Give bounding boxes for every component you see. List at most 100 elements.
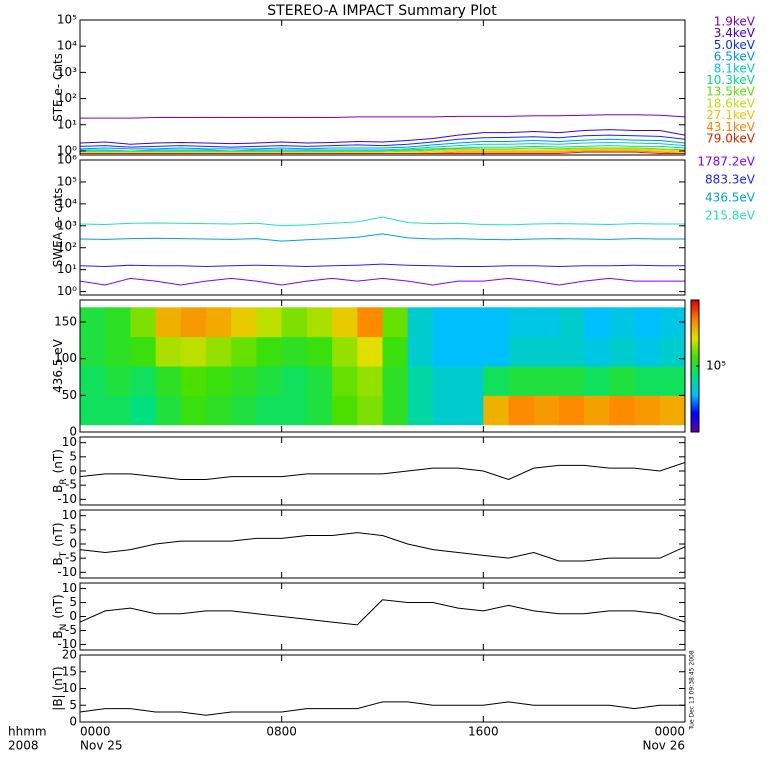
heatmap-cell (508, 336, 535, 367)
colorbar-step (691, 363, 699, 367)
heatmap-cell (155, 307, 182, 338)
colorbar-step (691, 427, 699, 431)
colorbar-step (691, 425, 699, 429)
colorbar-step (691, 414, 699, 418)
heatmap-cell (105, 395, 131, 426)
heatmap-cell (105, 366, 131, 396)
colorbar-step (691, 350, 699, 354)
y-tick-label: 10¹ (57, 117, 77, 131)
heatmap-cell (558, 336, 585, 367)
legend-entry: 27.1keV (706, 108, 756, 122)
heatmap-cell (332, 366, 358, 396)
heatmap-cell (382, 307, 409, 338)
colorbar-step (691, 302, 699, 305)
heatmap-cell (231, 395, 257, 426)
colorbar-step (691, 322, 699, 325)
heatmap-cell (281, 336, 308, 367)
y-label-subscript: R (59, 478, 69, 484)
y-tick-label: 5 (69, 449, 77, 463)
heatmap-cell (80, 366, 106, 396)
panel-frame (79, 159, 686, 296)
colorbar-step (691, 328, 699, 332)
heatmap-cell (533, 336, 560, 367)
y-axis-label: BR (nT) (51, 449, 69, 493)
heatmap-cell (382, 336, 409, 367)
colorbar-step (691, 300, 699, 303)
heatmap-cell (180, 395, 207, 426)
heatmap-cell (357, 307, 383, 338)
y-tick-label: 10⁴ (57, 196, 77, 210)
heatmap-cell (130, 336, 157, 367)
heatmap-cell (382, 366, 409, 396)
y-axis-label: STE e- Cnts (51, 53, 65, 122)
data-line (80, 216, 685, 227)
data-line (80, 145, 685, 152)
y-tick-label: 0 (69, 715, 77, 729)
heatmap-cell (584, 366, 610, 396)
heatmap-cell (458, 395, 484, 426)
colorbar-step (691, 392, 699, 396)
legend-entry: 3.4keV (714, 26, 756, 40)
y-axis-label: SWEA e- cnts (51, 188, 65, 268)
colorbar-step (691, 352, 699, 356)
y-label-unit: (nT) (51, 594, 65, 618)
heatmap-cell (558, 395, 585, 426)
y-axis-label: BT (nT) (51, 522, 69, 565)
y-tick-label: 5 (69, 522, 77, 536)
legend-entry: 79.0keV (706, 132, 756, 146)
y-tick-label: 10¹ (57, 262, 77, 276)
legend-entry: 5.0keV (714, 38, 756, 52)
colorbar-step (691, 348, 699, 352)
y-tick-label: 10 (62, 681, 77, 695)
plot-title: STEREO-A IMPACT Summary Plot (267, 3, 497, 19)
heatmap-cell (407, 395, 434, 426)
colorbar-step (691, 377, 699, 380)
heatmap-cell (558, 366, 585, 396)
heatmap-cell (332, 307, 358, 338)
heatmap-cell (584, 336, 610, 367)
y-tick-label: 50 (62, 388, 77, 402)
legend-entry: 43.1keV (706, 120, 756, 134)
y-tick-label: 0 (69, 537, 77, 551)
legend-entry: 1787.2eV (697, 155, 755, 169)
panel-content (80, 599, 685, 626)
x-date-label: Nov 25 (80, 739, 123, 753)
legend-entry: 13.5keV (706, 85, 756, 99)
data-line (80, 141, 685, 152)
colorbar-step (691, 359, 699, 363)
colorbar-step (691, 407, 699, 411)
heatmap-cell (432, 366, 459, 396)
heatmap-cell (634, 366, 661, 396)
y-tick-label: 10 (62, 435, 77, 449)
legend-entry: 8.1keV (714, 61, 756, 75)
heatmap-cell (357, 366, 383, 396)
heatmap-cell (483, 336, 510, 367)
y-tick-label: -10 (57, 565, 77, 579)
heatmap-cell (483, 366, 510, 396)
heatmap-cell (458, 336, 484, 367)
panel-frame (79, 19, 686, 156)
heatmap-cell (357, 395, 383, 426)
heatmap-cell (508, 366, 535, 396)
heatmap-cell (155, 366, 182, 396)
panel-content (80, 114, 685, 154)
data-line (80, 263, 685, 267)
y-tick-label: 5 (69, 595, 77, 609)
colorbar-step (691, 370, 699, 374)
y-label-text: 436.5 eV (51, 338, 65, 393)
heatmap-cell (508, 395, 535, 426)
x-tick-label: 0800 (266, 725, 297, 739)
heatmap-cell (634, 395, 661, 426)
colorbar-step (691, 405, 699, 409)
y-tick-label: 0 (69, 425, 77, 439)
heatmap-cell (256, 307, 283, 338)
colorbar-step (691, 357, 699, 360)
colorbar-step (691, 379, 699, 382)
panel-content (80, 701, 685, 716)
y-label-text: SWEA e- cnts (51, 188, 65, 268)
y-tick-label: -10 (57, 637, 77, 651)
heatmap-cell (609, 366, 636, 396)
colorbar-step (691, 381, 699, 385)
data-line (80, 462, 685, 481)
heatmap-cell (155, 395, 182, 426)
